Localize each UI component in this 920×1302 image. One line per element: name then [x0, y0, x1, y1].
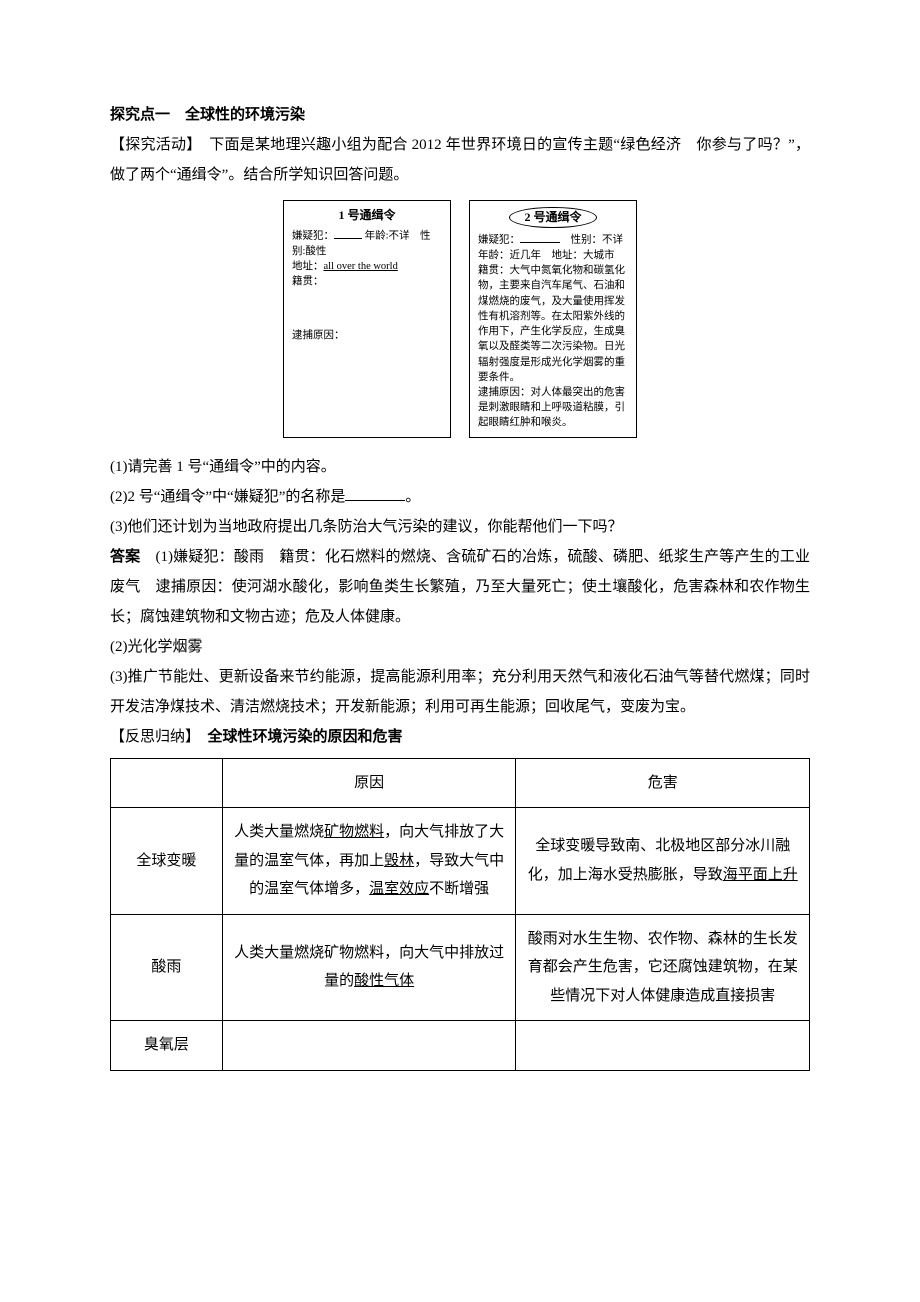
w1-arrest-label: 逮捕原因：: [292, 330, 345, 341]
cause-underline: 矿物燃料: [324, 824, 384, 840]
w2-suspect-label: 嫌疑犯：: [478, 235, 520, 246]
point-label: 探究点一: [110, 107, 170, 123]
question-2: (2)2 号“通缉令”中“嫌疑犯”的名称是 。: [110, 482, 810, 512]
answer-2: (2)光化学烟雾: [110, 632, 810, 662]
table-header-row: 原因 危害: [111, 758, 810, 808]
warrant-1: 1 号通缉令 嫌疑犯： 年龄:不详 性别:酸性 地址：all over the …: [283, 200, 451, 438]
w1-addr-value: all over the world: [324, 261, 398, 272]
warrant-2-line-origin: 籍贯：大气中氮氧化物和碳氢化物，主要来自汽车尾气、石油和煤燃烧的废气，及大量使用…: [478, 263, 628, 385]
w2-addr-value: 大城市: [583, 250, 615, 261]
warrant-container: 1 号通缉令 嫌疑犯： 年龄:不详 性别:酸性 地址：all over the …: [110, 200, 810, 438]
row-label: 全球变暖: [111, 808, 223, 915]
answer-1: 答案 (1)嫌疑犯：酸雨 籍贯：化石燃料的燃烧、含硫矿石的冶炼，硫酸、磷肥、纸浆…: [110, 542, 810, 632]
cause-text: 不断增强: [429, 881, 489, 897]
answer-1-text: (1)嫌疑犯：酸雨 籍贯：化石燃料的燃烧、含硫矿石的冶炼，硫酸、磷肥、纸浆生产等…: [110, 549, 810, 625]
warrant-2-line-suspect: 嫌疑犯： 性别：不详: [478, 232, 628, 248]
warrant-2-line-arrest: 逮捕原因：对人体最突出的危害是刺激眼睛和上呼吸道粘膜，引起眼睛红肿和喉炎。: [478, 385, 628, 431]
w2-age-label: 年龄：: [478, 250, 510, 261]
th-harm: 危害: [516, 758, 810, 808]
row-cause: 人类大量燃烧矿物燃料，向大气排放了大量的温室气体，再加上毁林，导致大气中的温室气…: [222, 808, 516, 915]
w2-sex: 性别：不详: [571, 235, 624, 246]
w2-age-value: 近几年: [510, 250, 542, 261]
row-label: 酸雨: [111, 914, 223, 1021]
cause-underline: 酸性气体: [354, 973, 414, 989]
th-blank: [111, 758, 223, 808]
w2-addr-label: 地址：: [552, 250, 584, 261]
warrant-2: 2 号通缉令 嫌疑犯： 性别：不详 年龄：近几年 地址：大城市 籍贯：大气中氮氧…: [469, 200, 637, 438]
blank-icon: [345, 485, 405, 501]
w2-arrest-label: 逮捕原因：: [478, 387, 531, 398]
warrant-1-title: 1 号通缉令: [292, 207, 442, 224]
warrant-2-title-wrap: 2 号通缉令: [478, 207, 628, 228]
w1-origin-label: 籍贯：: [292, 276, 324, 287]
row-cause: [222, 1021, 516, 1071]
row-cause: 人类大量燃烧矿物燃料，向大气中排放过量的酸性气体: [222, 914, 516, 1021]
harm-underline: 海平面上升: [723, 867, 798, 883]
section-heading: 探究点一 全球性的环境污染: [110, 100, 810, 130]
reflection-title: 全球性环境污染的原因和危害: [208, 729, 403, 745]
point-title: 全球性的环境污染: [185, 107, 305, 123]
cause-text: 人类大量燃烧: [234, 824, 324, 840]
warrant-2-line-age: 年龄：近几年 地址：大城市: [478, 248, 628, 263]
answer-3: (3)推广节能灶、更新设备来节约能源，提高能源利用率；充分利用天然气和液化石油气…: [110, 662, 810, 722]
activity-intro: 【探究活动】 下面是某地理兴趣小组为配合 2012 年世界环境日的宣传主题“绿色…: [110, 130, 810, 190]
row-harm: [516, 1021, 810, 1071]
q2-text-a: (2)2 号“通缉令”中“嫌疑犯”的名称是: [110, 489, 345, 505]
reflection-label: 【反思归纳】: [110, 729, 193, 745]
cause-underline: 毁林: [384, 853, 414, 869]
table-row: 臭氧层: [111, 1021, 810, 1071]
warrant-1-line-suspect: 嫌疑犯： 年龄:不详 性别:酸性: [292, 228, 442, 259]
w2-origin-label: 籍贯：: [478, 265, 510, 276]
w1-suspect-label: 嫌疑犯：: [292, 231, 334, 242]
warrant-2-title: 2 号通缉令: [509, 207, 596, 228]
summary-table: 原因 危害 全球变暖 人类大量燃烧矿物燃料，向大气排放了大量的温室气体，再加上毁…: [110, 758, 810, 1071]
warrant-1-spacer: [292, 290, 442, 328]
row-harm: 酸雨对水生生物、农作物、森林的生长发育都会产生危害，它还腐蚀建筑物，在某些情况下…: [516, 914, 810, 1021]
blank-icon: [334, 228, 362, 238]
activity-label: 【探究活动】: [110, 137, 194, 153]
row-label: 臭氧层: [111, 1021, 223, 1071]
question-3: (3)他们还计划为当地政府提出几条防治大气污染的建议，你能帮他们一下吗？: [110, 512, 810, 542]
reflection-heading: 【反思归纳】 全球性环境污染的原因和危害: [110, 722, 810, 752]
warrant-1-line-addr: 地址：all over the world: [292, 259, 442, 274]
table-row: 酸雨 人类大量燃烧矿物燃料，向大气中排放过量的酸性气体 酸雨对水生生物、农作物、…: [111, 914, 810, 1021]
question-1: (1)请完善 1 号“通缉令”中的内容。: [110, 452, 810, 482]
blank-icon: [520, 232, 560, 242]
w2-origin-text: 大气中氮氧化物和碳氢化物，主要来自汽车尾气、石油和煤燃烧的废气，及大量使用挥发性…: [478, 265, 625, 383]
cause-underline: 温室效应: [369, 881, 429, 897]
warrant-1-line-origin: 籍贯：: [292, 274, 442, 289]
activity-text: 下面是某地理兴趣小组为配合 2012 年世界环境日的宣传主题“绿色经济 你参与了…: [110, 137, 810, 183]
row-harm: 全球变暖导致南、北极地区部分冰川融化，加上海水受热膨胀，导致海平面上升: [516, 808, 810, 915]
th-cause: 原因: [222, 758, 516, 808]
answer-label: 答案: [110, 549, 140, 565]
w1-addr-label: 地址：: [292, 261, 324, 272]
q2-text-b: 。: [405, 489, 420, 505]
warrant-1-line-arrest: 逮捕原因：: [292, 328, 442, 343]
table-row: 全球变暖 人类大量燃烧矿物燃料，向大气排放了大量的温室气体，再加上毁林，导致大气…: [111, 808, 810, 915]
w1-age: 年龄:不详: [365, 231, 410, 242]
